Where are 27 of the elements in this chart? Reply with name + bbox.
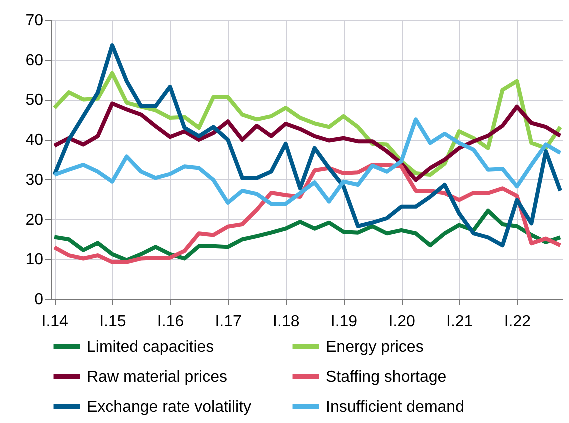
x-tick-label: I.16 [157,314,184,330]
x-tick-label: I.18 [273,314,300,330]
line-series [52,44,563,248]
y-tick-label: 30 [26,172,44,189]
y-tick-label: 60 [26,52,44,70]
legend-label: Exchange rate volatility [87,399,252,416]
legend-label: Raw material prices [87,369,228,386]
x-tick-label: I.22 [504,314,532,330]
legend-label: Energy prices [326,339,424,356]
y-tick-label: 20 [26,212,44,229]
x-tick-label: I.21 [446,314,474,330]
legend-label: Insufficient demand [326,399,464,416]
line-series [52,208,563,262]
line-series [52,102,563,182]
y-tick-label: 40 [26,132,44,150]
y-tick-label: 50 [26,92,44,110]
x-tick-label: I.17 [215,314,242,330]
legend-label: Staffing shortage [326,369,447,386]
x-tick-label: I.14 [42,314,69,330]
line-series [52,118,563,206]
x-tick-label: I.20 [388,314,416,330]
y-tick-label: 70 [26,12,44,30]
y-tick-label: 0 [34,292,44,308]
x-tick-label: I.15 [100,314,126,330]
y-tick-label: 10 [26,252,44,269]
legend-label: Limited capacities [87,339,214,356]
x-tick-label: I.19 [330,314,358,330]
